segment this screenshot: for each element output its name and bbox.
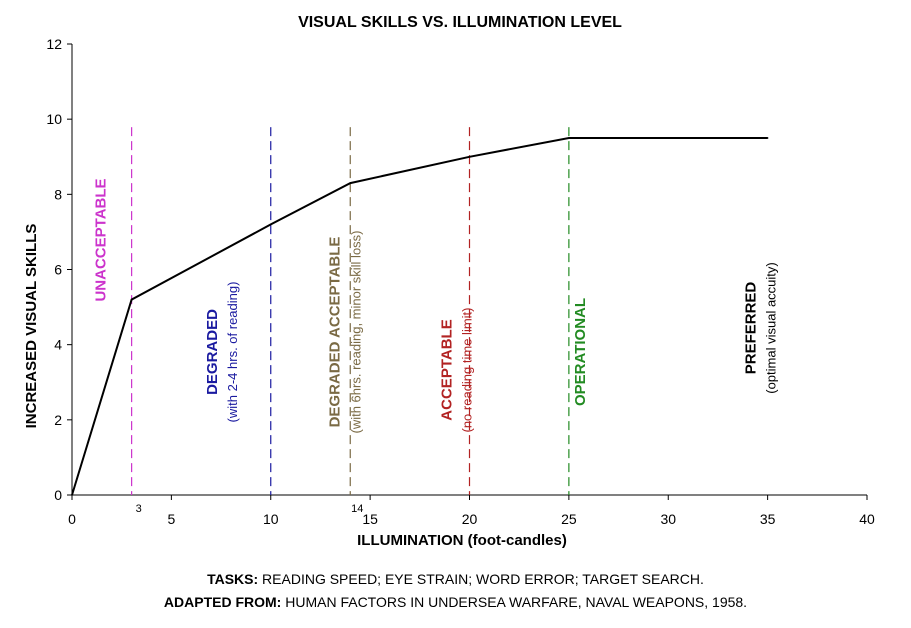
- x-tick-label: 20: [462, 511, 478, 527]
- series-line: [71, 137, 768, 496]
- y-tick-label: 0: [54, 487, 62, 503]
- zone-group: PREFERRED (optimal visual accuity): [743, 262, 779, 394]
- x-tick-label: 25: [561, 511, 577, 527]
- series-point: [568, 137, 570, 139]
- series-point: [766, 137, 769, 139]
- x-tick-label: 10: [263, 511, 279, 527]
- zone-label: OPERATIONAL: [572, 298, 589, 406]
- zone-label: ACCEPTABLE: [439, 319, 456, 420]
- series-point: [468, 155, 471, 158]
- zone-label: PREFERRED: [743, 282, 760, 375]
- tasks-label: TASKS:: [207, 571, 259, 587]
- zone-sublabel: (no reading time limit): [460, 308, 475, 433]
- zone-sublabel: (optimal visual accuity): [764, 262, 779, 394]
- chart-title: VISUAL SKILLS VS. ILLUMINATION LEVEL: [298, 14, 622, 31]
- y-tick-label: 12: [46, 36, 62, 52]
- zone-markers: UNACCEPTABLE DEGRADED (with 2-4 hrs. of re…: [93, 127, 779, 495]
- y-axis-label: INCREASED VISUAL SKILLS: [23, 224, 40, 429]
- tasks-line: TASKS: READING SPEED; EYE STRAIN; WORD E…: [0, 571, 911, 587]
- axes: 0 2 4 6 8 10 12 0 5 10 15 20 25 30 35 40 3 14: [46, 36, 875, 527]
- y-tick-label: 4: [54, 337, 62, 353]
- tasks-text: READING SPEED; EYE STRAIN; WORD ERROR; T…: [258, 571, 704, 587]
- x-tick-label: 30: [660, 511, 676, 527]
- x-tick-label: 35: [760, 511, 776, 527]
- y-tick-label: 10: [46, 111, 62, 127]
- x-extra-label: 3: [136, 503, 142, 515]
- y-tick-label: 6: [54, 262, 62, 278]
- zone-group: ACCEPTABLE (no reading time limit): [439, 127, 475, 495]
- y-tick-label: 8: [54, 186, 62, 202]
- series-point: [130, 298, 133, 301]
- x-axis-label: ILLUMINATION (foot-candles): [357, 532, 567, 549]
- x-extra-label: 14: [351, 503, 363, 515]
- zone-group: UNACCEPTABLE: [93, 127, 133, 495]
- source-text: HUMAN FACTORS IN UNDERSEA WARFARE, NAVAL…: [281, 594, 748, 610]
- x-tick-label: 40: [859, 511, 875, 527]
- series-lines: [71, 137, 769, 496]
- series-point: [269, 223, 272, 226]
- y-tick-label: 2: [54, 412, 62, 428]
- x-tick-label: 15: [362, 511, 378, 527]
- zone-group: DEGRADED ACCEPTABLE (with 6hrs. reading, …: [326, 127, 363, 495]
- x-tick-label: 5: [167, 511, 175, 527]
- zone-label: DEGRADED ACCEPTABLE: [326, 237, 343, 428]
- source-label: ADAPTED FROM:: [163, 594, 282, 610]
- zone-group: DEGRADED (with 2-4 hrs. of reading): [204, 127, 272, 495]
- x-tick-label: 0: [68, 511, 76, 527]
- zone-label: DEGRADED: [204, 309, 221, 395]
- zone-sublabel: (with 6hrs. reading, minor skill loss): [348, 230, 363, 433]
- zone-label: UNACCEPTABLE: [93, 178, 110, 301]
- zone-group: OPERATIONAL: [568, 127, 589, 495]
- series-point: [349, 182, 352, 184]
- source-line: ADAPTED FROM: HUMAN FACTORS IN UNDERSEA …: [0, 594, 911, 610]
- zone-sublabel: (with 2-4 hrs. of reading): [225, 282, 240, 423]
- series-point: [71, 494, 73, 496]
